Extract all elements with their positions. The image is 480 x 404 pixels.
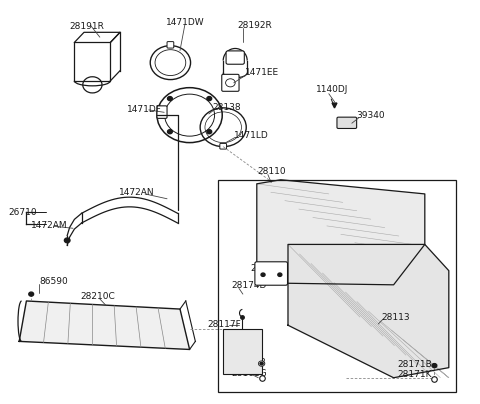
Text: 1140DJ: 1140DJ [316,85,348,94]
Text: 28171B: 28171B [397,360,432,369]
Text: 1471EE: 1471EE [245,68,279,77]
Circle shape [260,362,263,365]
Circle shape [207,130,212,134]
Circle shape [261,273,265,276]
FancyBboxPatch shape [337,117,357,128]
Circle shape [258,361,265,366]
Text: 39340: 39340 [356,111,385,120]
Text: 28210C: 28210C [81,292,115,301]
Text: 28191R: 28191R [70,22,105,31]
Polygon shape [288,244,449,378]
Text: 28117F: 28117F [207,320,241,328]
Text: 28160B: 28160B [231,358,266,367]
Text: 86590: 86590 [39,278,68,286]
Text: 28138: 28138 [213,103,241,112]
FancyBboxPatch shape [223,329,262,374]
Circle shape [64,238,70,243]
Text: 28174D: 28174D [231,281,267,290]
Polygon shape [257,180,425,285]
Text: 1471LD: 1471LD [234,131,269,140]
FancyBboxPatch shape [222,74,239,91]
Text: 28113: 28113 [382,313,410,322]
FancyBboxPatch shape [157,106,167,118]
Circle shape [207,97,212,101]
Text: 28192R: 28192R [237,21,272,29]
Circle shape [168,130,172,134]
Text: 28110: 28110 [258,167,287,176]
Circle shape [168,97,172,101]
Circle shape [432,364,437,368]
FancyBboxPatch shape [255,262,288,285]
Text: 1471DF: 1471DF [127,105,162,114]
Text: 1472AN: 1472AN [119,188,155,197]
Bar [218,180,456,392]
Text: 1471DW: 1471DW [166,18,204,27]
Circle shape [278,273,282,276]
FancyBboxPatch shape [167,42,174,48]
Polygon shape [19,301,190,349]
Circle shape [29,292,34,296]
Text: 28161G: 28161G [231,369,267,378]
FancyBboxPatch shape [220,143,227,149]
Text: 28171K: 28171K [397,370,432,379]
FancyBboxPatch shape [226,51,244,64]
Text: 1472AM: 1472AM [31,221,68,229]
Text: 28111: 28111 [251,264,279,273]
Text: 26710: 26710 [9,208,37,217]
